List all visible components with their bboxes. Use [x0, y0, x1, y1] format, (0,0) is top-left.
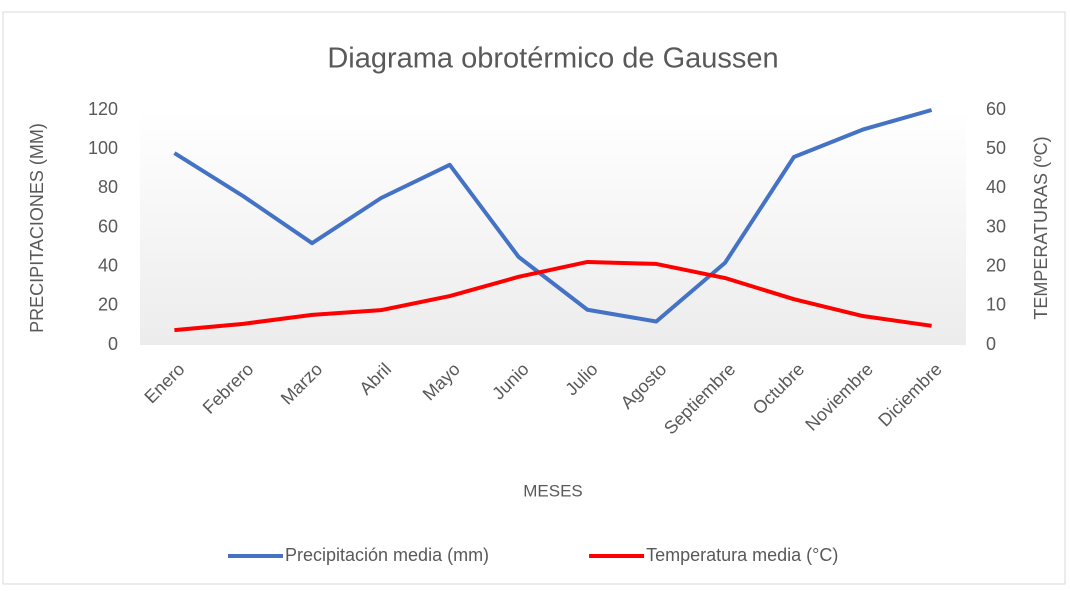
y-tick-label: 0 [108, 334, 118, 354]
y2-tick-label: 50 [986, 138, 1006, 158]
legend-label: Temperatura media (°C) [646, 545, 838, 565]
data-line [173, 108, 933, 324]
y-tick-label: 120 [88, 99, 118, 119]
y2-tick-label: 30 [986, 216, 1006, 236]
y2-tick-label: 0 [986, 334, 996, 354]
data-line [174, 259, 932, 333]
y-tick-label: 100 [88, 138, 118, 158]
chart-title: Diagrama obrotérmico de Gaussen [327, 43, 778, 75]
y2-tick-label: 40 [986, 177, 1006, 197]
y2-tick-label: 60 [986, 99, 1006, 119]
x-axis-label: MESES [523, 481, 583, 500]
y2-axis-label: TEMPERATURAS (ºC) [1031, 136, 1051, 319]
y2-tick-label: 20 [986, 255, 1006, 275]
y-tick-label: 60 [98, 216, 118, 236]
y-tick-label: 80 [98, 177, 118, 197]
y-tick-label: 40 [98, 255, 118, 275]
legend-label: Precipitación media (mm) [285, 545, 489, 565]
y-axis-label: PRECIPITACIONES (MM) [27, 123, 47, 333]
y2-tick-label: 10 [986, 295, 1006, 315]
y-tick-label: 20 [98, 295, 118, 315]
